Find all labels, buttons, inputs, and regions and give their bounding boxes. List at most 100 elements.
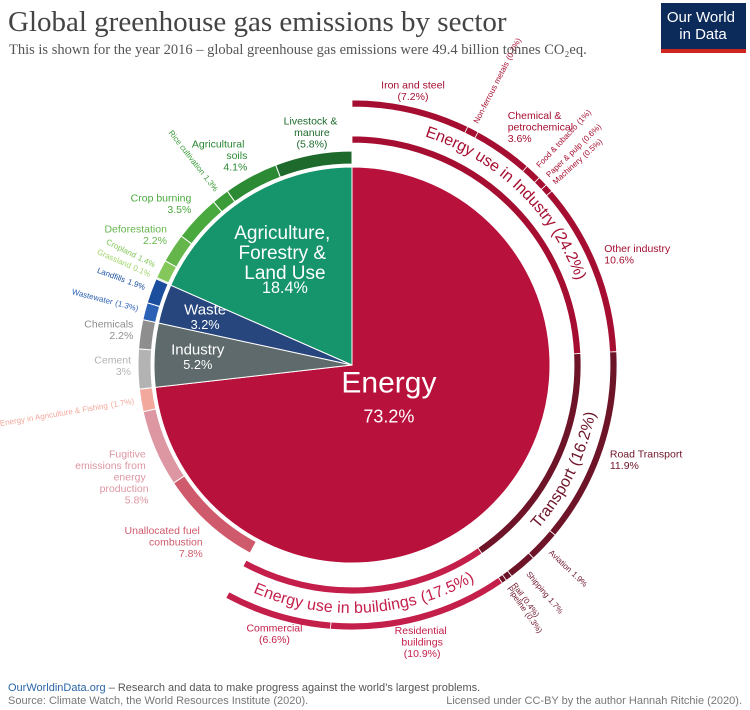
label-line: combustion — [149, 536, 203, 548]
footer-license: Licensed under CC-BY by the author Hanna… — [446, 695, 742, 707]
label-value: 1.3% — [202, 173, 220, 193]
slice-label: Waste — [184, 302, 226, 319]
label-line: energy — [114, 471, 149, 483]
label-line: Commercial — [246, 623, 302, 635]
label-line: Crop burning — [131, 193, 192, 205]
sector-label: Aviation1.9% — [547, 548, 589, 589]
sector-value-label: 5.8% — [125, 494, 149, 506]
sector-label: Cement — [94, 354, 131, 366]
label-line: manure — [294, 127, 330, 139]
slice-value-label: 73.2% — [363, 407, 414, 427]
label-value: 1.9% — [126, 277, 146, 292]
label-name: Rice cultivation — [167, 129, 207, 177]
label-line: emissions from — [75, 460, 149, 472]
label-value: (0.3%) — [523, 610, 544, 635]
label-name: Wastewater — [71, 287, 114, 306]
sector-value-label: 3.5% — [167, 204, 191, 216]
sector-label: Other industry — [604, 243, 671, 255]
label-line: Iron and steel — [381, 79, 445, 91]
logo-text: Our World in Data — [667, 9, 739, 43]
sector-label: Commercial — [246, 623, 302, 635]
chart-title: Global greenhouse gas emissions by secto… — [8, 6, 507, 38]
sector-value-label: 11.9% — [610, 460, 639, 472]
footer-source: Source: Climate Watch, the World Resourc… — [8, 695, 308, 707]
label-line: Deforestation — [104, 224, 167, 236]
label-name: Landfills — [96, 266, 127, 285]
sector-value-label: 2.2% — [109, 330, 133, 342]
label-line: Unallocated fuel — [125, 525, 203, 537]
label-line: soils — [226, 150, 247, 162]
sector-label: Fugitive emissions from energy productio… — [75, 448, 149, 495]
footer-line: OurWorldinData.org – Research and data t… — [8, 682, 480, 694]
sector-label: Iron and steel — [381, 79, 445, 91]
subsector-arc — [351, 99, 469, 134]
label-line: Livestock & — [284, 116, 341, 128]
subsector-arc — [225, 591, 332, 630]
sector-label: Residential buildings — [395, 625, 450, 649]
group-arc — [242, 547, 483, 595]
slice-value-label: 3.2% — [191, 317, 220, 332]
label-line: in Data — [679, 26, 727, 43]
sector-value-label: (7.2%) — [398, 91, 429, 103]
sector-value-label: (10.9%) — [404, 648, 441, 660]
slice-value-label: 5.2% — [183, 357, 212, 372]
sector-label: Crop burning — [131, 193, 192, 205]
label-value: 1.9% — [570, 570, 589, 589]
label-value: (1.3%) — [114, 299, 139, 314]
sector-value-label: 4.1% — [223, 161, 247, 173]
sector-value-label: (5.8%) — [296, 139, 327, 151]
sector-label: Agricultural soils — [192, 138, 247, 162]
label-value: (1%) — [575, 108, 593, 127]
slice-value-label: 18.4% — [262, 279, 308, 297]
label-line: Fugitive — [109, 448, 149, 460]
slice-label: Agriculture, Forestry & Land Use — [234, 223, 335, 284]
sector-value-label: 3.6% — [508, 133, 532, 145]
label-line: petrochemical — [508, 121, 573, 133]
footer-tagline: – Research and data to make progress aga… — [109, 682, 481, 694]
label-line: Forestry & — [238, 243, 331, 264]
label-line: Energy — [341, 367, 436, 400]
pie-slice — [170, 166, 353, 366]
sector-value-label: 7.8% — [179, 548, 203, 560]
label-line: Our World — [667, 9, 739, 26]
label-line: Agriculture, — [234, 223, 335, 244]
sector-label: Chemicals — [84, 318, 133, 330]
subsector-arc — [138, 387, 157, 413]
sector-value-label: (6.6%) — [259, 634, 290, 646]
sector-label: Deforestation — [104, 224, 167, 236]
label-line: Residential — [395, 625, 450, 637]
sector-label: Energy in Agriculture & Fishing(1.7%) — [0, 397, 135, 428]
label-value: 1.7% — [546, 596, 565, 616]
subsector-arc — [137, 348, 153, 390]
sector-value-label: 2.2% — [143, 235, 167, 247]
logo-stripe — [661, 49, 746, 53]
sector-label: Livestock & manure — [284, 116, 341, 139]
sector-label: Wastewater(1.3%) — [71, 287, 140, 313]
slice-label: Energy — [341, 367, 436, 400]
footer-site: OurWorldinData.org — [8, 682, 106, 694]
label-line: production — [100, 483, 149, 495]
subsector-arc — [275, 150, 353, 178]
label-line: buildings — [401, 636, 442, 648]
label-line: Agricultural — [192, 138, 247, 150]
sector-label: Unallocated fuel combustion — [125, 525, 203, 549]
label-name: Energy in Agriculture & Fishing — [0, 401, 109, 428]
sector-value-label: 3% — [116, 366, 131, 378]
sector-value-label: 10.6% — [604, 254, 634, 266]
sector-label: Chemical & petrochemical — [508, 110, 573, 134]
chart-subtitle: This is shown for the year 2016 – global… — [9, 42, 587, 58]
slice-label: Industry — [171, 342, 225, 359]
pie-slice — [154, 166, 551, 564]
subsector-arc — [138, 319, 157, 351]
label-value: (1.7%) — [110, 397, 135, 410]
label-line: Industry — [171, 342, 225, 359]
label-name: Aviation — [547, 548, 574, 574]
label-line: Chemicals — [84, 318, 133, 330]
label-line: Land Use — [244, 263, 325, 284]
label-line: Cement — [94, 354, 131, 366]
label-line: Chemical & — [508, 110, 565, 122]
label-line: Road Transport — [610, 448, 682, 460]
logo-box — [661, 3, 746, 53]
sector-label: Road Transport — [610, 448, 682, 460]
